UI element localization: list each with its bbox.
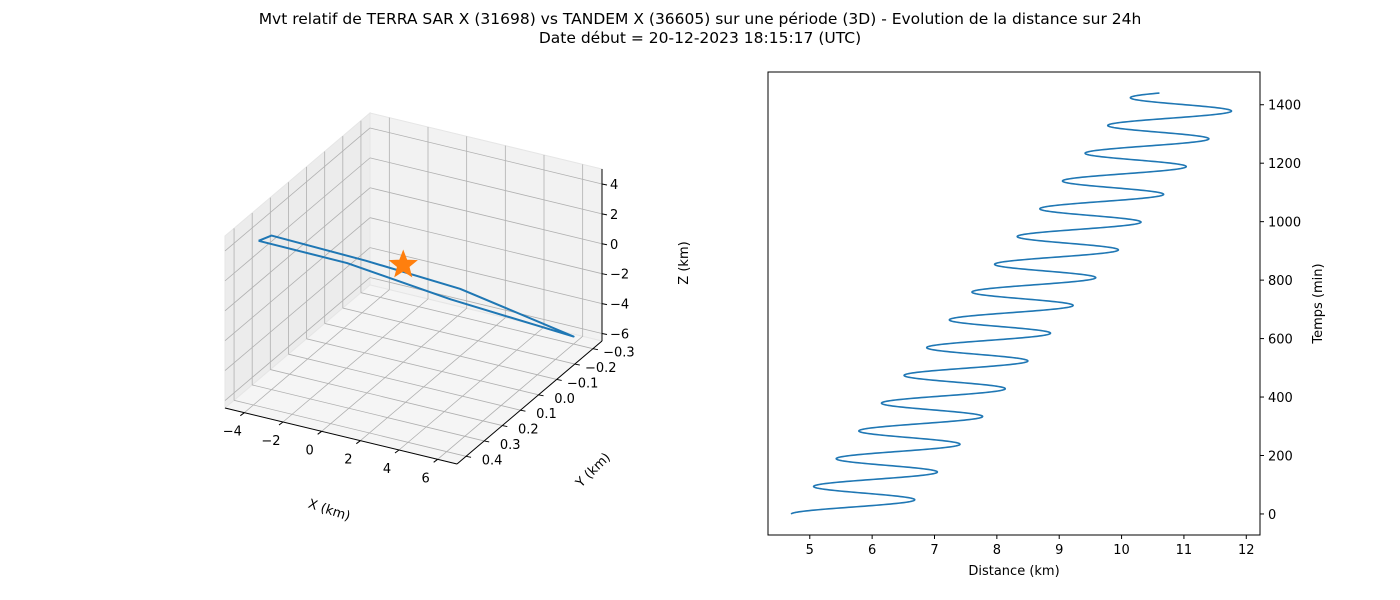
z-tick-mark <box>601 213 608 216</box>
x-tick-mark <box>317 430 322 435</box>
gridline-z-back <box>369 187 603 245</box>
z-tick-label: −6 <box>610 328 629 343</box>
y-tick-label: −0.1 <box>567 376 599 391</box>
x-axis-line <box>224 407 458 465</box>
x-tick-label: 7 <box>930 543 938 558</box>
gridline-z-side <box>224 277 371 401</box>
y-tick-label: 0.0 <box>554 392 575 407</box>
y-tick-label: −0.3 <box>603 346 635 361</box>
x-tick-mark <box>240 412 245 417</box>
x-tick-label: 11 <box>1176 543 1193 558</box>
gridline-y-floor <box>288 353 521 411</box>
z-tick-mark <box>601 273 608 276</box>
x-axis-label: Distance (km) <box>968 564 1059 579</box>
x-tick-label: 6 <box>868 543 876 558</box>
x-tick-mark <box>433 458 438 463</box>
y-tick-label: 1200 <box>1268 157 1301 172</box>
y-tick-mark <box>484 440 490 443</box>
y-tick-label: 0.1 <box>536 407 557 422</box>
y-tick-label: 0.2 <box>518 423 539 438</box>
gridline-x-floor <box>398 326 545 451</box>
gridline-y-floor <box>324 323 557 380</box>
x-tick-label: 5 <box>806 543 814 558</box>
x-tick-label: 10 <box>1113 543 1130 558</box>
gridline-z-back <box>369 277 603 334</box>
chart-3d-relative-motion: −4 −2 0 2 4 6 −0.3−0.2−0.10.00.10.20.30.4 −6 −4 −… <box>223 111 692 525</box>
z-tick-label: 0 <box>610 238 618 253</box>
y-tick-label: 600 <box>1268 333 1293 348</box>
origin-star-marker <box>388 249 418 278</box>
distance-series-line <box>790 92 1233 515</box>
y-tick-label: −0.2 <box>585 361 617 376</box>
y-tick-label: 0.3 <box>500 438 521 453</box>
x-tick-label: 4 <box>383 462 391 477</box>
y-tick-label: 800 <box>1268 274 1293 289</box>
y-tick-label: 1000 <box>1268 216 1301 231</box>
x-tick-mark <box>394 449 400 454</box>
x-tick-label: 0 <box>306 443 314 458</box>
gridline-x-floor <box>360 317 506 441</box>
z-tick-label: −4 <box>610 298 629 313</box>
y-tick-label: 0.4 <box>482 453 503 468</box>
y-tick-mark <box>538 394 544 397</box>
x-tick-label: 9 <box>1055 543 1063 558</box>
y-tick-mark <box>592 348 599 351</box>
figure-title: Mvt relatif de TERRA SAR X (31698) vs TA… <box>0 10 1400 48</box>
trajectory-line <box>258 234 575 338</box>
title-line-2: Date début = 20-12-2023 18:15:17 (UTC) <box>538 29 862 47</box>
gridline-x-floor <box>282 298 429 423</box>
y-tick-label: 400 <box>1268 391 1293 406</box>
gridline-z-back <box>369 157 603 215</box>
gridline-z-side <box>224 217 371 342</box>
chart-distance-vs-time: 5 6 7 8 9 10 11 12 0 200 400 600 800 1000 1200 1400 Dist… <box>767 71 1326 579</box>
gridline-z-side <box>224 127 371 252</box>
x-tick-label: −2 <box>261 434 280 449</box>
gridline-z-side <box>224 187 371 312</box>
z-tick-mark <box>601 333 608 336</box>
x-tick-label: 8 <box>993 543 1001 558</box>
gridline-y-floor <box>233 399 467 457</box>
y-tick-label: 200 <box>1268 449 1293 464</box>
x-tick-label: 2 <box>344 453 352 468</box>
y-tick-label: 0 <box>1268 508 1276 523</box>
z-tick-label: 4 <box>610 178 618 193</box>
z-tick-label: 2 <box>610 208 618 223</box>
title-line-1: Mvt relatif de TERRA SAR X (31698) vs TA… <box>258 10 1142 28</box>
y-tick-mark <box>520 409 526 412</box>
gridline-y-floor <box>342 307 575 365</box>
y-axis-label: Temps (min) <box>1311 263 1326 344</box>
y-tick-mark <box>574 363 580 366</box>
z-tick-label: −2 <box>610 268 629 283</box>
gridline-y-floor <box>360 292 594 350</box>
gridline-z-back <box>369 247 603 304</box>
y-tick-mark <box>556 378 562 381</box>
x-axis-label: X (km) <box>306 497 352 525</box>
gridline-x-floor <box>437 336 583 460</box>
gridline-z-side <box>224 247 371 371</box>
z-axis-label: Z (km) <box>677 241 692 284</box>
gridline-y-floor <box>252 384 485 442</box>
gridline-x-floor <box>321 308 467 432</box>
y-axis-label: Y (km) <box>573 450 614 491</box>
y-tick-label: 1400 <box>1268 99 1301 114</box>
plot-frame <box>767 71 1261 536</box>
y-axis-line <box>456 340 603 465</box>
gridline-y-floor <box>306 338 539 396</box>
gridline-y-floor <box>270 369 503 426</box>
z-tick-mark <box>601 303 608 306</box>
gridline-z-side <box>224 157 371 282</box>
y-tick-mark <box>465 455 472 458</box>
z-tick-mark <box>601 243 608 246</box>
z-tick-mark <box>601 183 608 186</box>
gridline-z-back <box>369 127 603 185</box>
x-tick-label: 12 <box>1238 543 1255 558</box>
x-tick-label: 6 <box>422 471 430 486</box>
gridline-z-back <box>369 217 603 275</box>
y-tick-mark <box>502 425 508 428</box>
x-tick-mark <box>356 440 361 445</box>
gridline-x-floor <box>244 289 390 413</box>
x-tick-mark <box>278 421 284 426</box>
x-tick-label: −4 <box>223 425 242 440</box>
